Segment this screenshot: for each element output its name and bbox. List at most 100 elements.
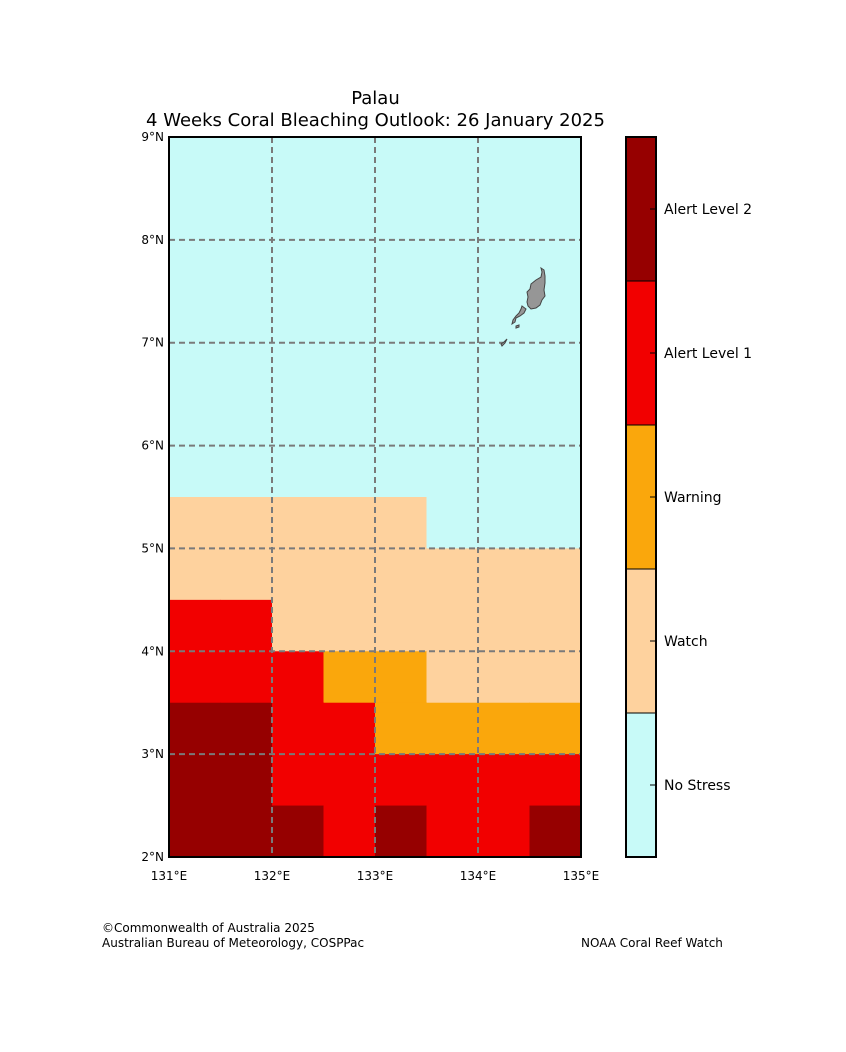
grid-cell [426,188,479,241]
grid-cell [169,497,221,549]
grid-cell [529,342,582,395]
grid-cell [323,394,376,447]
grid-cell [272,188,324,241]
grid-cell [426,702,479,755]
grid-cell [272,137,324,189]
grid-cell [478,548,530,601]
grid-cell [426,394,479,447]
grid-cell [169,239,221,292]
credit-commonwealth: ©Commonwealth of Australia 2025 [102,921,315,935]
grid-cell [426,291,479,344]
grid-cell [220,342,273,395]
grid-cell [426,497,479,549]
grid-cell [323,291,376,344]
grid-cell [220,805,273,858]
grid-cell [375,291,427,344]
grid-cell [375,599,427,652]
grid-cell [529,445,582,498]
grid-cell [426,445,479,498]
y-tick-label: 8°N [141,233,164,247]
grid-cell [375,651,427,704]
grid-cell [529,137,582,189]
grid-cell [375,702,427,755]
grid-cell [323,342,376,395]
grid-cell [272,805,324,858]
grid-cell [323,754,376,807]
grid-cell [478,445,530,498]
grid-cell [220,188,273,241]
grid-cell [220,754,273,807]
grid-cell [478,805,530,858]
grid-cell [323,805,376,858]
grid-cell [478,754,530,807]
grid-cell [272,394,324,447]
grid-cell [272,239,324,292]
grid-cell [426,805,479,858]
grid-cell [323,702,376,755]
y-tick-label: 5°N [141,541,164,555]
grid-cell [169,805,221,858]
colorbar-label: Alert Level 1 [664,346,752,362]
grid-cell [220,291,273,344]
grid-cell [529,497,582,549]
grid-cell [529,188,582,241]
grid-cell [426,548,479,601]
grid-cell [478,291,530,344]
palau-island-land [500,266,546,347]
y-tick-label: 7°N [141,336,164,350]
y-tick-label: 6°N [141,439,164,453]
grid-cell [323,239,376,292]
grid-cell [375,239,427,292]
grid-cell [375,548,427,601]
grid-cell [169,548,221,601]
grid-cell [169,599,221,652]
grid-cell [478,394,530,447]
grid-cell [529,599,582,652]
grid-cell [272,342,324,395]
map-title: Palau [351,88,400,109]
grid-cell [529,651,582,704]
grid-cell [220,497,273,549]
grid-cell [272,291,324,344]
grid-cell [529,394,582,447]
grid-cell [375,342,427,395]
grid-cell [272,754,324,807]
colorbar-label: No Stress [664,778,731,794]
grid-cell [220,599,273,652]
y-tick-label: 3°N [141,747,164,761]
grid-cell [272,599,324,652]
grid-cell [220,702,273,755]
grid-cell [478,599,530,652]
grid-cell [272,651,324,704]
grid-cell [323,651,376,704]
grid-cell [478,651,530,704]
y-tick-label: 4°N [141,644,164,658]
grid-cell [478,239,530,292]
grid-cell [478,137,530,189]
grid-cell [169,342,221,395]
grid-cell [375,137,427,189]
grid-cell [529,548,582,601]
grid-cell [375,394,427,447]
grid-cell [220,651,273,704]
grid-cell [375,188,427,241]
grid-cell [323,188,376,241]
grid-cell [426,342,479,395]
grid-cell [220,239,273,292]
colorbar-frame [625,136,657,858]
grid-cell [426,754,479,807]
grid-cell [169,137,221,189]
map-frame [168,136,582,858]
grid-cell [426,599,479,652]
grid-cell [169,754,221,807]
grid-cell [375,497,427,549]
grid-cell [375,805,427,858]
grid-cell [272,497,324,549]
grid-cell [323,497,376,549]
x-tick-label: 132°E [254,869,291,883]
grid-cell [426,239,479,292]
grid-cell [323,445,376,498]
grid-cell [426,651,479,704]
grid-cell [478,497,530,549]
